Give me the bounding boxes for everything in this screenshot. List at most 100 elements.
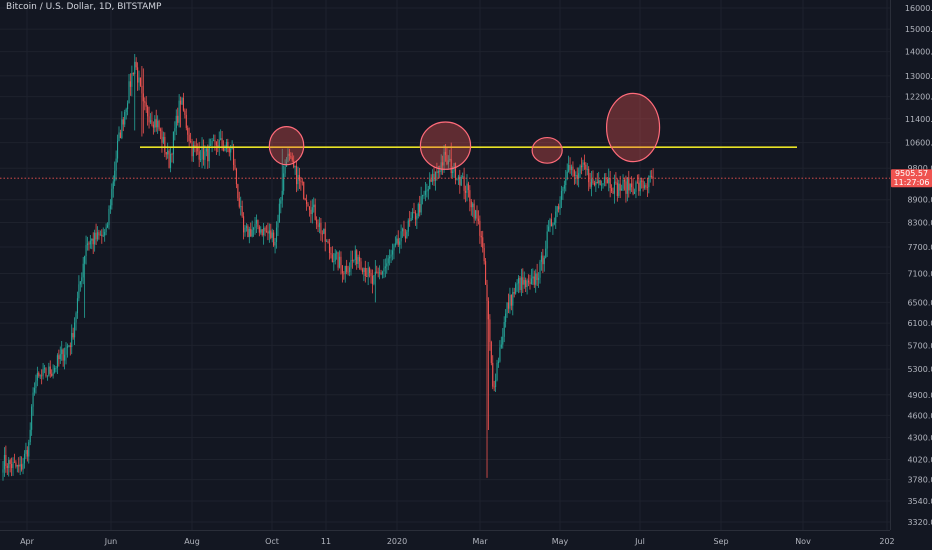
candle-body bbox=[25, 450, 27, 454]
candle-body bbox=[520, 277, 522, 291]
candle-body bbox=[493, 386, 495, 388]
candle-body bbox=[463, 176, 465, 191]
candle-body bbox=[39, 375, 41, 377]
candle-body bbox=[449, 158, 451, 161]
candle-body bbox=[495, 380, 497, 387]
candle-body bbox=[198, 151, 200, 160]
candle-body bbox=[26, 450, 28, 457]
candle-body bbox=[566, 171, 568, 179]
candle-body bbox=[42, 369, 44, 376]
candle-body bbox=[284, 166, 286, 174]
candle-body bbox=[235, 168, 237, 185]
candle-body bbox=[187, 127, 189, 135]
candle-body bbox=[568, 165, 570, 172]
candle-body bbox=[128, 81, 130, 104]
candle-body bbox=[109, 205, 111, 209]
candle-body bbox=[539, 261, 541, 278]
candle-body bbox=[88, 243, 90, 245]
candle-body bbox=[442, 162, 444, 166]
candle-body bbox=[6, 465, 8, 468]
candle-body bbox=[218, 139, 220, 147]
candle-body bbox=[245, 226, 247, 228]
candle-body bbox=[429, 179, 431, 190]
candle-body bbox=[52, 372, 54, 376]
candle-body bbox=[12, 461, 14, 469]
candle-body bbox=[46, 375, 48, 377]
y-tick-label: 4900.00 bbox=[907, 391, 932, 400]
candle-body bbox=[69, 345, 71, 347]
candle-body bbox=[144, 101, 146, 103]
candle-body bbox=[619, 183, 621, 191]
y-tick-label: 13000.00 bbox=[905, 72, 932, 81]
countdown-label: 11:27:06 bbox=[894, 178, 930, 187]
candle-body bbox=[639, 180, 641, 192]
candle-body bbox=[404, 236, 406, 239]
candle-body bbox=[636, 182, 638, 184]
candle-body bbox=[129, 81, 131, 87]
candle-body bbox=[243, 216, 245, 233]
candle-body bbox=[125, 109, 127, 112]
candle-body bbox=[268, 230, 270, 234]
x-tick-label: 11 bbox=[321, 537, 331, 546]
candle-body bbox=[434, 171, 437, 182]
candle-body bbox=[192, 145, 195, 157]
candle-body bbox=[321, 233, 323, 235]
candle-body bbox=[137, 67, 139, 83]
candle-body bbox=[412, 212, 414, 219]
candle-body bbox=[234, 164, 236, 169]
y-tick-label: 7700.00 bbox=[907, 243, 932, 252]
candle-body bbox=[490, 341, 492, 363]
y-tick-label: 5300.00 bbox=[907, 365, 932, 374]
candle-body bbox=[330, 253, 332, 255]
candle-body bbox=[127, 103, 129, 110]
candle-body bbox=[71, 333, 73, 347]
candle-body bbox=[389, 256, 391, 259]
candle-body bbox=[374, 271, 376, 276]
candle-body bbox=[572, 166, 574, 171]
candle-body bbox=[401, 228, 404, 232]
candle-body bbox=[586, 169, 588, 170]
candle-body bbox=[513, 292, 515, 294]
candle-body bbox=[407, 220, 409, 232]
candle-body bbox=[139, 77, 142, 86]
candle-body bbox=[21, 464, 23, 470]
candle-body bbox=[502, 336, 504, 345]
candle-body bbox=[308, 206, 310, 210]
candle-body bbox=[273, 232, 275, 246]
candle-body bbox=[347, 271, 349, 273]
candle-body bbox=[31, 406, 33, 430]
candle-body bbox=[184, 110, 186, 115]
candle-body bbox=[346, 265, 348, 272]
candle-body bbox=[370, 272, 372, 276]
candle-body bbox=[280, 200, 282, 204]
candle-body bbox=[13, 461, 16, 463]
candle-body bbox=[3, 454, 5, 470]
candle-body bbox=[391, 250, 394, 255]
candle-body bbox=[157, 120, 159, 128]
candle-body bbox=[119, 132, 121, 138]
candle-body bbox=[483, 248, 485, 262]
candle-body bbox=[275, 227, 278, 242]
candle-body bbox=[296, 165, 298, 185]
candle-body bbox=[16, 464, 18, 467]
candle-body bbox=[32, 392, 34, 407]
candle-body bbox=[562, 188, 564, 191]
candle-body bbox=[595, 182, 597, 186]
x-tick-label: Aug bbox=[184, 537, 200, 546]
candle-body bbox=[472, 203, 474, 208]
candle-body bbox=[188, 134, 190, 142]
candle-body bbox=[612, 191, 614, 194]
candle-body bbox=[64, 354, 66, 361]
candle-body bbox=[361, 269, 363, 272]
candle-body bbox=[542, 255, 544, 265]
candle-body bbox=[550, 219, 553, 227]
candle-body bbox=[288, 153, 290, 156]
candle-body bbox=[191, 141, 193, 157]
candle-body bbox=[480, 235, 482, 238]
candle-body bbox=[190, 141, 192, 143]
x-tick-label: Apr bbox=[20, 537, 35, 546]
candle-body bbox=[437, 170, 439, 173]
candle-body bbox=[510, 294, 512, 306]
